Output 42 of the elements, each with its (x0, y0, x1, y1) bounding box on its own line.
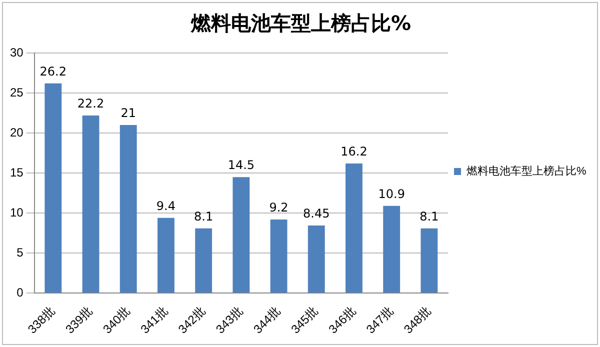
bar (346, 163, 362, 293)
chart-title: 燃料电池车型上榜占比% (190, 11, 412, 36)
bar (232, 177, 250, 293)
y-tick-label: 20 (10, 125, 24, 140)
data-label: 22.2 (77, 96, 104, 111)
y-tick-label: 0 (16, 285, 24, 300)
data-label: 16.2 (340, 144, 368, 159)
bar (383, 206, 400, 293)
bar (120, 125, 137, 293)
data-label: 26.2 (40, 64, 67, 79)
y-tick-label: 10 (10, 205, 24, 220)
x-tick-label: 338批 (25, 304, 58, 336)
legend-label: 燃料电池车型上榜占比% (466, 164, 586, 178)
bar (195, 228, 212, 293)
data-label: 8.1 (194, 209, 214, 224)
x-tick-label: 345批 (288, 304, 321, 336)
bar (420, 228, 438, 293)
x-tick-label: 347批 (364, 304, 396, 336)
x-tick-label: 339批 (62, 304, 96, 336)
x-tick-label: 348批 (401, 304, 434, 336)
x-tick-label: 340批 (100, 304, 133, 336)
data-label: 8.45 (303, 206, 330, 221)
data-label: 10.9 (378, 187, 405, 202)
bar (308, 226, 325, 293)
data-label: 9.4 (156, 199, 176, 214)
y-tick-label: 5 (16, 245, 24, 260)
y-tick-label: 15 (10, 165, 24, 180)
bar (44, 83, 62, 293)
x-tick-label: 342批 (175, 304, 208, 336)
bar (158, 218, 174, 293)
x-tick-label: 346批 (326, 304, 358, 336)
bar (270, 220, 288, 293)
data-label: 8.1 (420, 209, 439, 224)
y-tick-label: 25 (10, 85, 24, 100)
data-label: 14.5 (228, 158, 255, 172)
x-tick-label: 343批 (213, 304, 246, 336)
data-label: 21 (120, 106, 136, 120)
y-tick-label: 30 (10, 45, 24, 60)
x-tick-label: 341批 (138, 304, 170, 336)
data-label: 9.2 (269, 200, 288, 215)
x-tick-label: 344批 (250, 304, 284, 336)
bar (82, 115, 100, 293)
